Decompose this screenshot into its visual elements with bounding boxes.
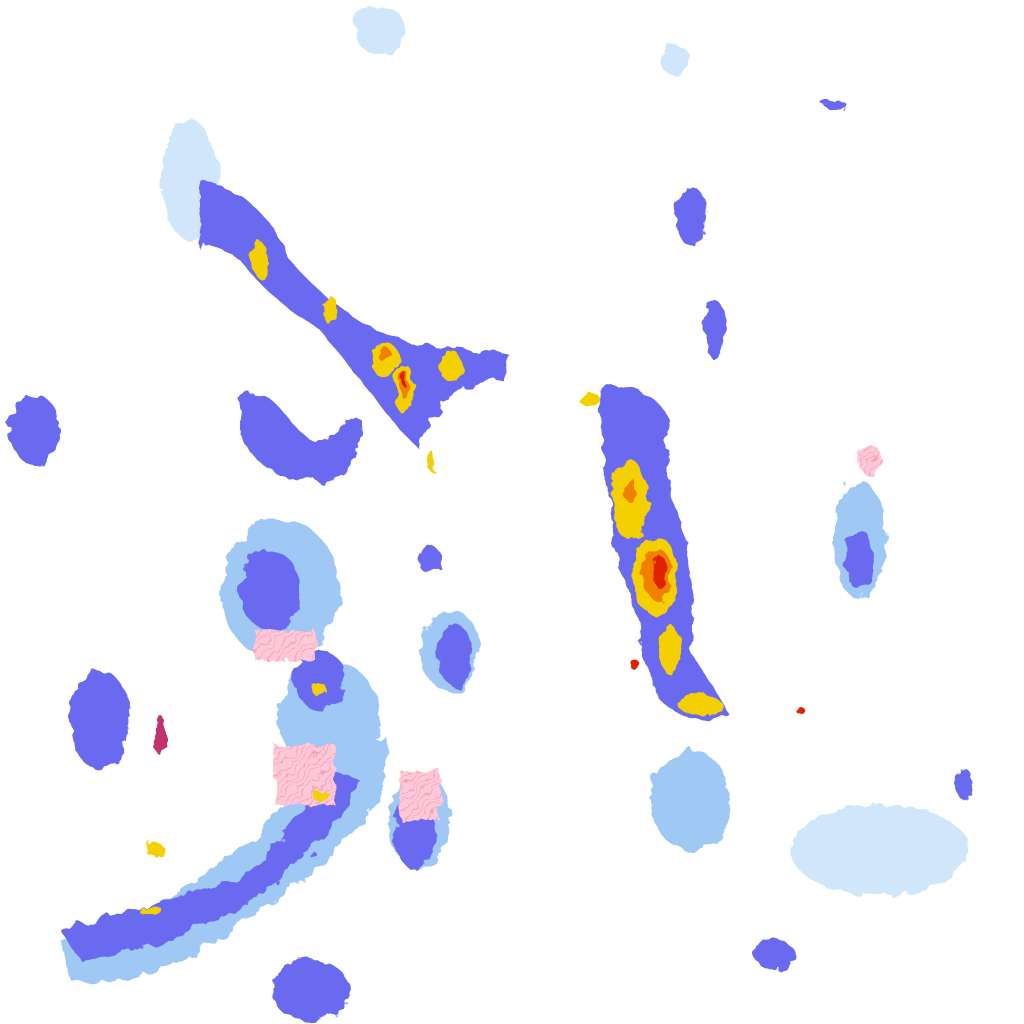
mixed-precip: [154, 445, 882, 820]
very-light-precip: [162, 5, 970, 895]
extreme-precip: [402, 373, 805, 713]
